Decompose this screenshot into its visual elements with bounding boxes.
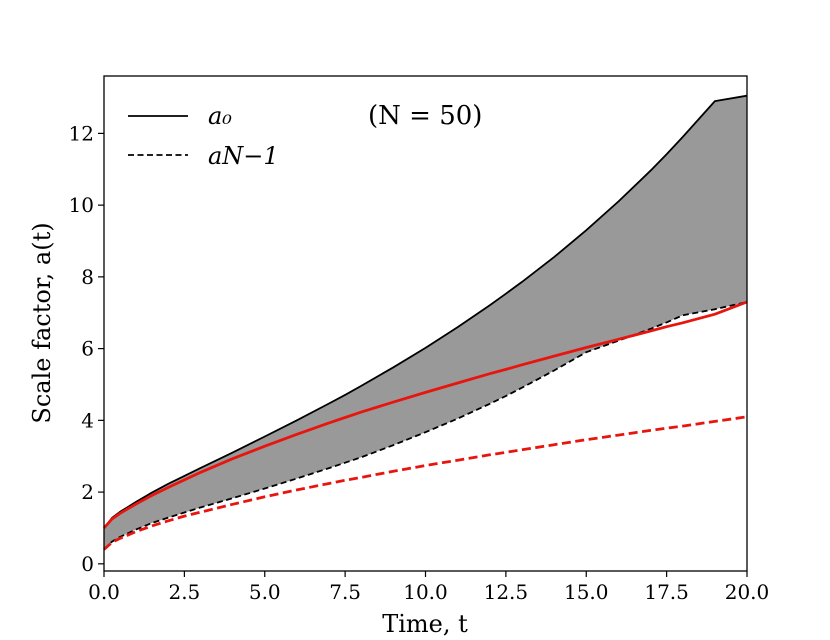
x-tick-label: 2.5 xyxy=(168,580,200,604)
x-tick-label: 10.0 xyxy=(403,580,448,604)
series-layer xyxy=(102,94,748,551)
x-tick-label: 7.5 xyxy=(329,580,361,604)
y-tick-label: 0 xyxy=(81,552,94,576)
x-tick-label: 5.0 xyxy=(249,580,281,604)
fill-region-layer xyxy=(104,95,747,550)
y-tick-label: 2 xyxy=(81,480,94,504)
y-axis-label: Scale factor, a(t) xyxy=(28,222,56,423)
y-tick-label: 8 xyxy=(81,265,94,289)
y-tick-label: 12 xyxy=(69,121,94,145)
x-tick-label: 12.5 xyxy=(484,580,529,604)
x-tick-label: 15.0 xyxy=(564,580,609,604)
series-red-dashed xyxy=(103,415,748,551)
legend-label-aN-1: aN−1 xyxy=(208,142,279,170)
y-ticks: 0 2 4 6 8 10 12 xyxy=(69,121,104,576)
y-tick-label: 4 xyxy=(81,408,94,432)
legend: a₀ aN−1 xyxy=(128,102,279,170)
y-tick-label: 6 xyxy=(81,337,94,361)
x-ticks: 0.0 2.5 5.0 7.5 10.0 12.5 15.0 17.5 20.0 xyxy=(88,571,769,604)
x-tick-label: 17.5 xyxy=(644,580,689,604)
x-axis-label: Time, t xyxy=(382,610,468,638)
series-red-solid xyxy=(102,300,748,529)
legend-label-a0: a₀ xyxy=(208,102,232,130)
y-tick-label: 10 xyxy=(69,193,94,217)
annotation-n: (N = 50) xyxy=(368,101,482,131)
fill-between-band xyxy=(104,95,747,550)
series-a0-black-solid xyxy=(103,94,748,529)
x-tick-label: 20.0 xyxy=(725,580,770,604)
x-tick-label: 0.0 xyxy=(88,580,120,604)
